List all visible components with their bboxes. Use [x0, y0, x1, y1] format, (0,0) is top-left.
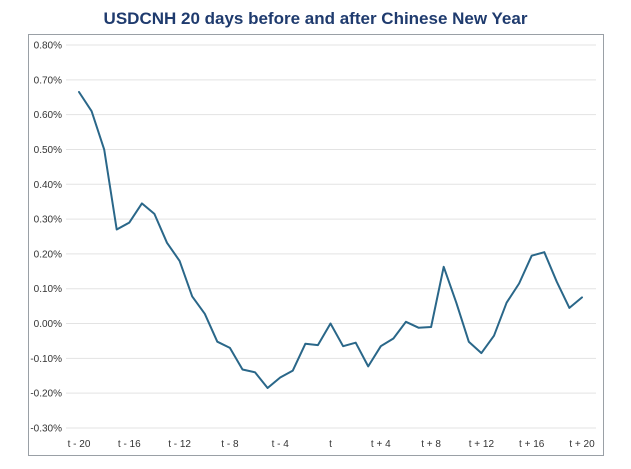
- chart-title: USDCNH 20 days before and after Chinese …: [103, 9, 528, 28]
- y-tick-label: 0.20%: [34, 249, 62, 260]
- y-tick-label: 0.70%: [34, 75, 62, 86]
- y-tick-label: 0.60%: [34, 110, 62, 121]
- y-tick-label: 0.50%: [34, 145, 62, 156]
- x-tick-label: t - 16: [118, 439, 141, 450]
- y-tick-label: 0.30%: [34, 215, 62, 226]
- y-tick-label: 0.00%: [34, 319, 62, 330]
- x-tick-label: t + 20: [569, 439, 595, 450]
- x-tick-label: t - 4: [272, 439, 290, 450]
- y-tick-label: 0.40%: [34, 180, 62, 191]
- plot-frame: [28, 34, 604, 456]
- x-tick-label: t + 4: [371, 439, 391, 450]
- x-tick-label: t + 8: [421, 439, 441, 450]
- y-tick-label: -0.10%: [30, 354, 62, 365]
- x-tick-label: t + 12: [469, 439, 495, 450]
- x-tick-label: t - 20: [68, 439, 91, 450]
- x-tick-label: t - 12: [168, 439, 191, 450]
- x-tick-label: t - 8: [221, 439, 239, 450]
- x-tick-label: t + 16: [519, 439, 545, 450]
- y-tick-label: 0.10%: [34, 284, 62, 295]
- y-tick-label: 0.80%: [34, 41, 62, 52]
- y-tick-label: -0.20%: [30, 389, 62, 400]
- x-tick-label: t: [329, 439, 332, 450]
- series-line: [78, 91, 583, 389]
- y-tick-label: -0.30%: [30, 424, 62, 435]
